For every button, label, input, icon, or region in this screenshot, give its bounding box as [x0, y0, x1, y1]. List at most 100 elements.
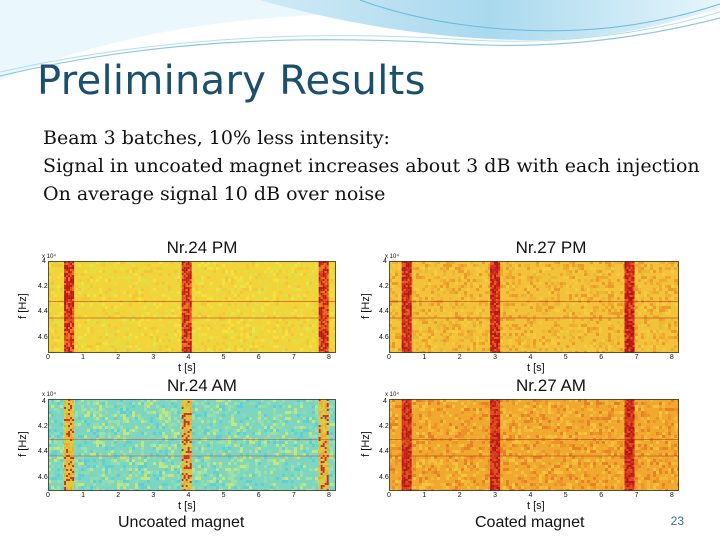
- y-tick: 4.6: [379, 334, 389, 341]
- x-tick: 8: [327, 354, 331, 361]
- spectrogram-nr27-am: Nr.27 AM x 10⁴ f [Hz] 4 4.2 4.4 4.6 0 1 2 3…: [355, 376, 685, 512]
- plot-title: Nr.27 AM: [516, 376, 586, 395]
- x-ticks: 0 1 2 3 4 5 6 7 8: [387, 354, 679, 364]
- x-ticks: 0 1 2 3 4 5 6 7 8: [46, 354, 336, 364]
- x-axis-label: t [s]: [527, 362, 545, 374]
- injection-band: [64, 261, 75, 353]
- y-tick: 4: [42, 398, 46, 405]
- x-tick: 5: [221, 492, 226, 499]
- x-tick: 4: [186, 492, 191, 499]
- spectrogram-nr24-pm: Nr.24 PM x 10⁴ f [Hz] 4 4.2 4.4 4.6 0 1 2 3…: [14, 238, 344, 374]
- plot-title: Nr.24 AM: [167, 376, 237, 395]
- header-wave-decoration: [0, 0, 720, 80]
- x-axis-label: t [s]: [178, 500, 196, 512]
- x-tick: 6: [599, 354, 604, 361]
- plot-frame: [389, 261, 679, 353]
- injection-band: [181, 261, 192, 353]
- x-tick: 5: [563, 492, 568, 499]
- x-tick: 8: [669, 354, 674, 361]
- x-tick: 7: [634, 354, 639, 361]
- spectrogram-image: [48, 399, 336, 491]
- x-tick: 1: [81, 354, 85, 361]
- x-tick: 5: [221, 354, 226, 361]
- slide-title: Preliminary Results: [37, 58, 426, 104]
- injection-band: [181, 399, 192, 491]
- x-tick: 2: [116, 354, 121, 361]
- x-tick: 3: [493, 492, 497, 499]
- y-axis-label: f [Hz]: [359, 431, 372, 457]
- y-tick: 4: [383, 398, 387, 405]
- x-tick: 6: [599, 492, 604, 499]
- spectrogram-nr24-am: Nr.24 AM x 10⁴ f [Hz] 4 4.2 4.4 4.6 0 1 2 3…: [14, 376, 344, 512]
- injection-band: [490, 261, 501, 353]
- y-tick: 4.2: [38, 283, 48, 290]
- y-tick: 4.4: [379, 448, 389, 455]
- page-number: 23: [670, 514, 684, 528]
- plot-title: Nr.24 PM: [166, 238, 238, 257]
- injection-band: [318, 399, 329, 491]
- y-axis-label: f [Hz]: [16, 431, 29, 457]
- x-tick: 4: [528, 354, 533, 361]
- x-tick: 3: [151, 354, 156, 361]
- caption-coated: Coated magnet: [475, 514, 585, 531]
- x-tick: 7: [634, 492, 639, 499]
- injection-band: [64, 399, 75, 491]
- x-tick: 3: [493, 354, 497, 361]
- y-exponent: x 10⁴: [385, 392, 399, 398]
- spectrogram-image: [389, 261, 679, 353]
- y-axis-label: f [Hz]: [359, 293, 372, 319]
- y-exponent: x 10⁴: [385, 254, 399, 260]
- x-tick: 1: [422, 492, 427, 499]
- spectrogram-nr27-pm: Nr.27 PM x 10⁴ f [Hz] 4 4.2 4.4 4.6 0 1 2 3…: [355, 238, 685, 374]
- x-axis-label: t [s]: [527, 500, 545, 512]
- body-line-3: On average signal 10 dB over noise: [43, 183, 386, 205]
- y-tick: 4: [42, 258, 46, 265]
- y-axis-label: f [Hz]: [16, 293, 29, 319]
- y-exponent: x 10⁴: [42, 254, 56, 260]
- plot-frame: [48, 261, 336, 353]
- y-tick: 4: [383, 258, 387, 265]
- x-tick: 6: [256, 492, 261, 499]
- y-tick: 4.4: [379, 308, 389, 315]
- x-tick: 1: [81, 492, 85, 499]
- body-line-1: Beam 3 batches, 10% less intensity:: [43, 127, 390, 149]
- spectrogram-image: [48, 261, 336, 353]
- y-tick: 4.2: [379, 283, 389, 290]
- y-tick: 4.2: [379, 423, 389, 430]
- plot-frame: [48, 399, 336, 491]
- spectrogram-texture: [48, 261, 336, 353]
- x-tick: 2: [457, 492, 462, 499]
- x-tick: 5: [563, 354, 568, 361]
- x-ticks: 0 1 2 3 4 5 6 7 8: [387, 492, 679, 502]
- y-tick: 4.4: [38, 308, 48, 315]
- y-tick: 4.6: [38, 474, 48, 481]
- spectrogram-image: [389, 399, 679, 491]
- x-tick: 4: [528, 492, 533, 499]
- y-exponent: x 10⁴: [42, 392, 56, 398]
- x-tick: 0: [46, 492, 50, 499]
- x-tick: 7: [291, 492, 296, 499]
- injection-band: [624, 261, 635, 353]
- y-tick: 4.2: [38, 423, 48, 430]
- injection-band: [401, 399, 412, 491]
- plot-title: Nr.27 PM: [515, 238, 587, 257]
- plot-frame: [389, 399, 679, 491]
- x-tick: 1: [422, 354, 427, 361]
- injection-band: [318, 261, 329, 353]
- injection-band: [490, 399, 501, 491]
- x-tick: 0: [46, 354, 50, 361]
- injection-band: [624, 399, 635, 491]
- x-tick: 8: [669, 492, 674, 499]
- y-tick: 4.6: [38, 334, 48, 341]
- y-tick: 4.6: [379, 474, 389, 481]
- x-axis-label: t [s]: [178, 362, 196, 374]
- caption-uncoated: Uncoated magnet: [118, 514, 245, 531]
- x-tick: 8: [327, 492, 331, 499]
- x-ticks: 0 1 2 3 4 5 6 7 8: [46, 492, 336, 502]
- x-tick: 2: [116, 492, 121, 499]
- x-tick: 7: [291, 354, 296, 361]
- x-tick: 2: [457, 354, 462, 361]
- body-line-2: Signal in uncoated magnet increases abou…: [43, 155, 700, 177]
- bullet-text: Beam 3 batches, 10% less intensity: Sign…: [43, 124, 703, 208]
